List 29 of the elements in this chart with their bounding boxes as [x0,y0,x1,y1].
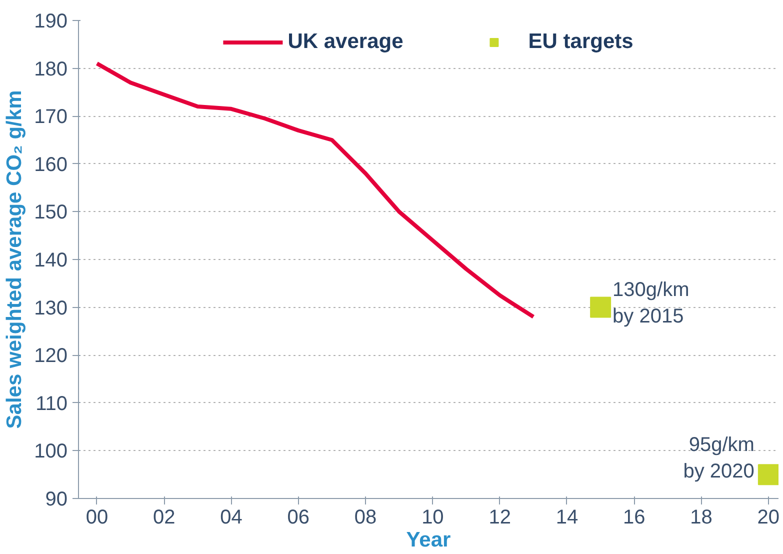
y-axis-title: Sales weighted average CO₂ g/km [3,90,26,429]
y-tick-label: 100 [34,440,68,463]
x-tick-label: 12 [488,506,511,528]
line-series [94,62,536,319]
x-tick-label: 04 [220,506,242,528]
y-tick-label: 170 [34,106,68,128]
y-tick-label: 140 [34,250,68,272]
annotation: 130g/km by 2015 [612,278,690,328]
y-tick-label: 130 [34,297,68,320]
x-tick-label: 02 [152,506,176,528]
x-tick-label: 06 [287,506,310,528]
x-tick-label: 00 [86,506,108,528]
x-tick-label: 20 [757,506,780,528]
x-tick-label: 08 [354,506,377,528]
annotation: 95g/km by 2020 [683,434,754,483]
x-axis-title: Year [406,528,451,552]
y-tick-label: 110 [36,392,68,415]
y-tick-label: 190 [34,10,68,32]
x-tick-label: 16 [623,506,646,528]
x-tick-label: 10 [422,506,444,528]
y-tick-label: 120 [34,345,68,368]
y-tick-label: 150 [34,202,68,224]
legend-label: EU targets [528,30,634,54]
y-tick-label: 160 [34,154,68,176]
legend-label: UK average [288,30,404,54]
x-tick-label: 18 [690,506,712,528]
y-tick-label: 180 [34,58,68,80]
x-tick-label: 14 [556,506,578,528]
y-tick-label: 90 [45,488,68,510]
